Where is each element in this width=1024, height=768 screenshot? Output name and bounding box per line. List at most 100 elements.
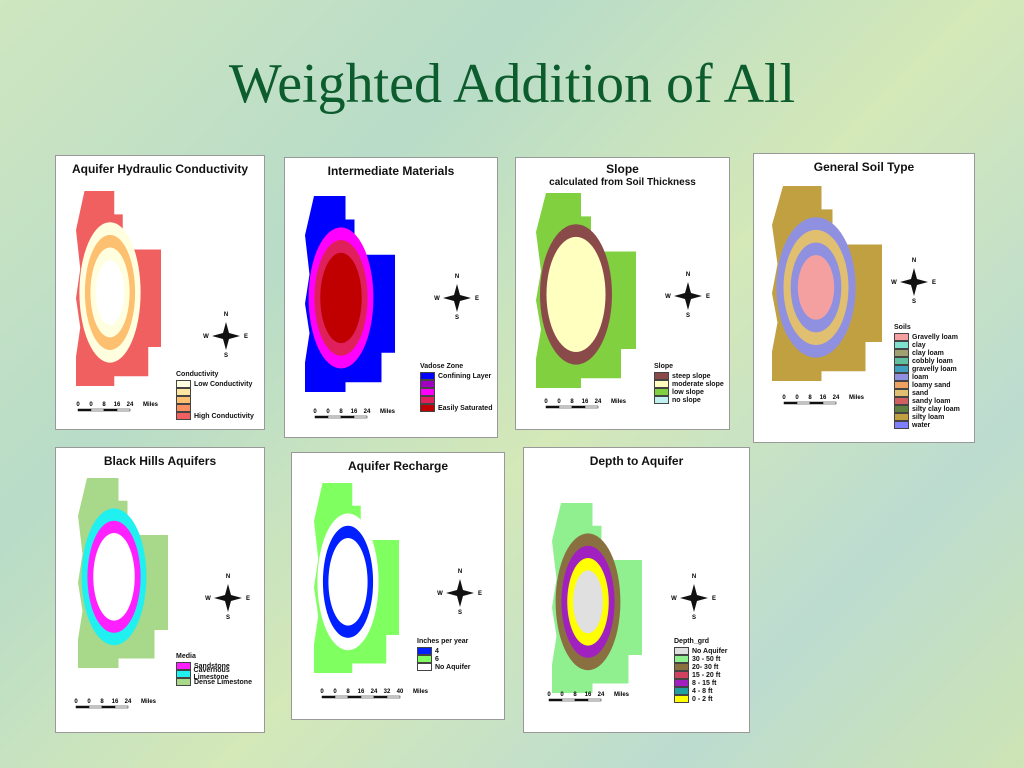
- legend: Depth_grd No Aquifer 30 - 50 ft 20- 30 ft 15…: [674, 638, 728, 703]
- legend-label: no slope: [672, 396, 701, 404]
- map-graphics: N S W E 0 0 8 16 24 Miles: [547, 503, 716, 702]
- compass-label: E: [712, 596, 716, 602]
- scale-bar: [587, 698, 602, 702]
- legend-swatch: [674, 671, 689, 679]
- legend-label: clay loam: [912, 349, 944, 357]
- compass-star: [443, 284, 471, 312]
- compass-label: S: [692, 615, 696, 621]
- legend-label: Low Conductivity: [194, 380, 253, 388]
- legend-swatch: [674, 647, 689, 655]
- scale-label: 24: [364, 409, 371, 415]
- scale-bar: [373, 695, 388, 699]
- legend-row: No Aquifer: [674, 647, 728, 655]
- legend-swatch: [894, 421, 909, 429]
- scale-bar: [75, 705, 90, 709]
- map-zone: [333, 550, 363, 614]
- scale-bar: [88, 705, 103, 709]
- legend-label: 0 - 2 ft: [692, 695, 713, 703]
- compass-label: S: [686, 313, 690, 319]
- legend-swatch: [417, 647, 432, 655]
- scale-bar: [101, 705, 116, 709]
- legend-row: 8 - 15 ft: [674, 679, 728, 687]
- compass-label: W: [437, 591, 443, 597]
- scale-label: Miles: [611, 399, 627, 405]
- map-panel: Aquifer Hydraulic Conductivity N S W E 0 0 8 16 2…: [55, 155, 265, 430]
- panel-title: Depth to Aquifer: [589, 454, 684, 468]
- legend-label: 4: [435, 647, 439, 655]
- legend-row: steep slope: [654, 372, 724, 380]
- compass-star: [446, 579, 474, 607]
- scale-bar: [77, 408, 92, 412]
- legend-swatch: [674, 679, 689, 687]
- legend-row: 15 - 20 ft: [674, 671, 728, 679]
- legend-row: Cavernous Limestone: [176, 667, 264, 681]
- legend-swatch: [674, 687, 689, 695]
- legend-title: Depth_grd: [674, 638, 709, 645]
- legend-label: silty clay loam: [912, 405, 960, 413]
- legend-swatch: [176, 670, 191, 678]
- compass-label: E: [475, 296, 479, 302]
- compass-label: N: [692, 574, 696, 580]
- legend-row: clay: [894, 341, 960, 349]
- legend-swatch: [420, 380, 435, 388]
- legend-swatch: [674, 695, 689, 703]
- legend-swatch: [176, 662, 191, 670]
- scale-label: 0: [795, 395, 799, 401]
- panel-title: General Soil Type: [813, 160, 915, 174]
- legend-label: 4 - 8 ft: [692, 687, 713, 695]
- map-zone: [559, 262, 593, 327]
- legend-label: Gravelly loam: [912, 333, 958, 341]
- legend-label: silty loam: [912, 413, 945, 421]
- legend-row: [176, 404, 254, 412]
- scale-label: 24: [371, 689, 378, 695]
- legend-row: Easily Saturated: [420, 404, 492, 412]
- legend-swatch: [176, 404, 191, 412]
- legend-row: [176, 396, 254, 404]
- compass-star: [680, 584, 708, 612]
- legend-label: Confining Layer: [438, 372, 492, 380]
- map-panel: Aquifer Recharge N S W E 0 0 8 16 24 32 40 Miles Inch…: [291, 452, 505, 720]
- legend-label: sandy loam: [912, 397, 951, 405]
- panel-title: Aquifer Recharge: [347, 459, 449, 473]
- scale-bar: [558, 405, 573, 409]
- scale-label: 0: [333, 689, 337, 695]
- map-panel: Black Hills Aquifers N S W E 0 0 8 16 24 Miles Medi…: [55, 447, 265, 733]
- map-graphics: N S W E 0 0 8 16 24 Miles: [74, 478, 250, 709]
- legend-swatch: [176, 388, 191, 396]
- scale-label: 0: [76, 402, 80, 408]
- legend-row: [176, 388, 254, 396]
- map-graphics: N S W E 0 0 8 16 24 Miles: [76, 191, 248, 412]
- scale-label: 24: [125, 699, 132, 705]
- legend-swatch: [894, 341, 909, 349]
- scale-label: Miles: [849, 395, 865, 401]
- compass-label: E: [706, 294, 710, 300]
- panel-title: Intermediate Materials: [327, 164, 455, 178]
- scale-label: Miles: [380, 409, 396, 415]
- scale-label: Miles: [143, 402, 159, 408]
- scale-bar: [103, 408, 118, 412]
- scale-bar: [561, 698, 576, 702]
- scale-bar: [796, 401, 811, 405]
- scale-bar: [353, 415, 368, 419]
- scale-label: 8: [100, 699, 104, 705]
- scale-label: 0: [89, 402, 93, 408]
- scale-label: 40: [397, 689, 404, 695]
- scale-bar: [571, 405, 586, 409]
- scale-bar: [360, 695, 375, 699]
- legend-label: low slope: [672, 388, 704, 396]
- legend-swatch: [654, 396, 669, 404]
- scale-label: 0: [544, 399, 548, 405]
- legend-label: 8 - 15 ft: [692, 679, 717, 687]
- panel-title: Slope: [606, 162, 639, 176]
- legend-label: 6: [435, 655, 439, 663]
- legend-row: 20- 30 ft: [674, 663, 728, 671]
- scale-bar: [584, 405, 599, 409]
- scale-bar: [545, 405, 560, 409]
- scale-label: 24: [595, 399, 602, 405]
- legend-label: Sandstone: [194, 662, 230, 670]
- legend-swatch: [894, 397, 909, 405]
- scale-bar: [340, 415, 355, 419]
- compass-label: N: [224, 312, 228, 318]
- compass-star: [674, 282, 702, 310]
